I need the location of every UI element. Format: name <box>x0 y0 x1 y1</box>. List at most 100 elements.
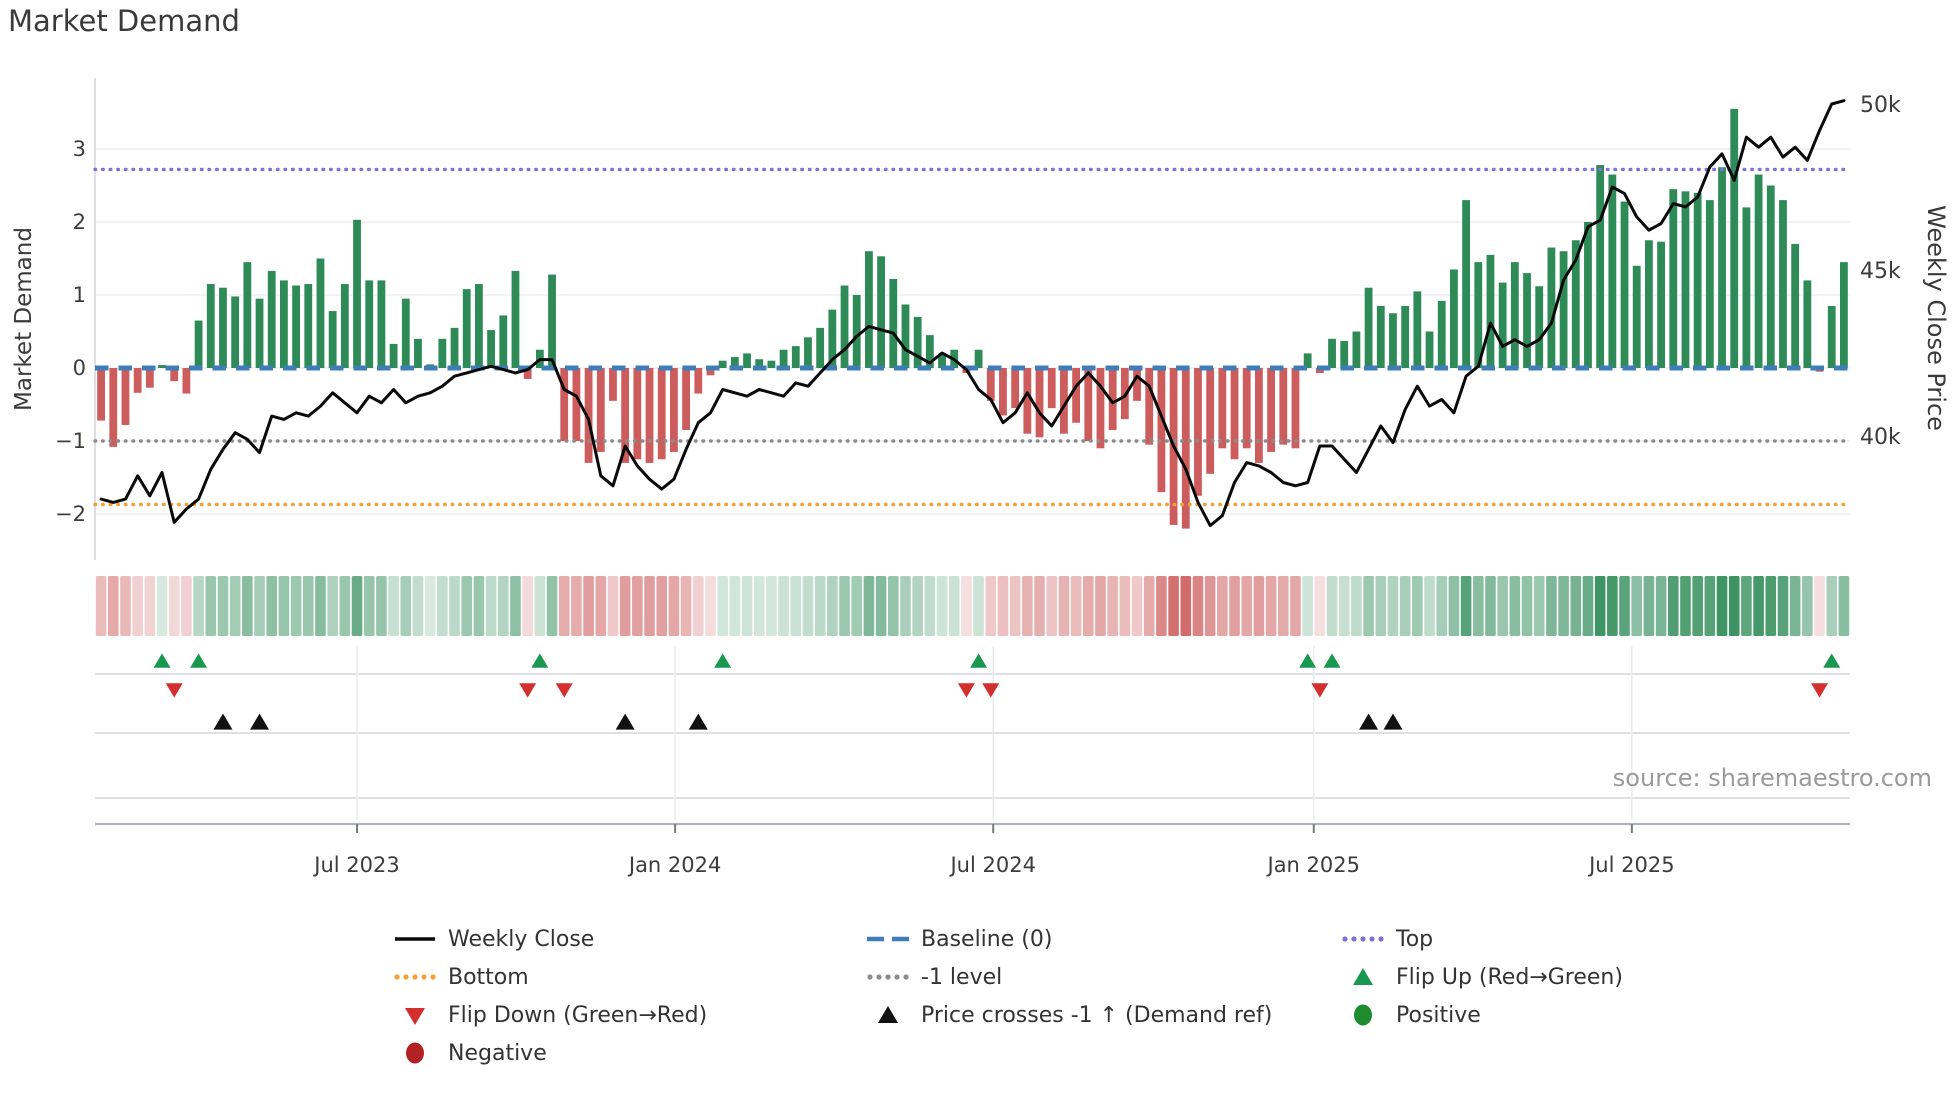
demand-bar <box>791 346 800 368</box>
legend-label: Price crosses -1 ↑ (Demand ref) <box>921 1002 1273 1028</box>
demand-bar <box>499 315 508 368</box>
demand-bar <box>1072 368 1080 423</box>
demand-bar <box>840 285 849 368</box>
demand-bar <box>804 337 812 368</box>
demand-bar <box>999 368 1007 416</box>
heatmap-cell <box>1728 576 1740 636</box>
demand-bar <box>779 349 788 368</box>
heatmap-cell <box>534 576 546 636</box>
x-axis-tick-label: Jul 2025 <box>1587 853 1674 877</box>
demand-bar <box>1669 189 1678 368</box>
demand-bar <box>621 368 630 463</box>
heatmap-cell <box>912 576 923 636</box>
demand-bar <box>828 309 837 368</box>
heatmap-cell <box>461 576 473 636</box>
heatmap-cell <box>1265 576 1277 636</box>
heatmap-cell <box>1168 576 1179 636</box>
demand-bar <box>1401 305 1410 368</box>
left-axis-tick-label: 0 <box>73 356 86 380</box>
legend-column: Top Flip Up (Red→Green) Positive <box>1340 920 1623 1034</box>
flip-up-marker <box>1823 653 1841 668</box>
heatmap-cell <box>741 576 753 636</box>
heatmap-cell <box>1046 576 1058 636</box>
heatmap-cell <box>790 576 802 636</box>
heatmap-cell <box>339 576 351 636</box>
heatmap-cell <box>729 576 741 636</box>
heatmap-cell <box>1472 576 1484 636</box>
demand-bar <box>523 368 532 379</box>
demand-bar <box>584 368 593 463</box>
demand-bar <box>694 368 703 394</box>
heatmap-cell <box>1351 576 1362 636</box>
heatmap-cell <box>1022 576 1033 636</box>
demand-bar <box>657 368 666 460</box>
heatmap-cell <box>1229 576 1240 636</box>
heatmap-cell <box>205 576 217 636</box>
heatmap-cell <box>1290 576 1301 636</box>
heatmap-cell <box>485 576 497 636</box>
legend-swatch-circle-icon <box>1354 1004 1372 1026</box>
demand-bar <box>1523 273 1531 368</box>
heatmap-cell <box>1387 576 1399 636</box>
demand-bar <box>353 219 361 368</box>
heatmap-cell <box>1753 576 1764 636</box>
demand-bar <box>1047 368 1056 409</box>
demand-bar <box>596 368 605 452</box>
heatmap-cell <box>802 576 814 636</box>
demand-bar <box>1766 185 1775 368</box>
demand-bar <box>743 353 751 368</box>
legend-item: Baseline (0) <box>865 920 1272 958</box>
heatmap-cell <box>1667 576 1679 636</box>
price-cross-marker <box>615 713 635 730</box>
heatmap-cell <box>327 576 338 636</box>
heatmap-cell <box>193 576 204 636</box>
demand-bar <box>633 368 642 460</box>
heatmap-cell <box>1692 576 1703 636</box>
heatmap-cell <box>546 576 558 636</box>
right-axis-tick-label: 50k <box>1860 93 1901 118</box>
heatmap-cell <box>1643 576 1655 636</box>
heatmap-cell <box>1838 576 1850 636</box>
demand-bar <box>414 338 422 368</box>
heatmap-cell <box>132 576 143 636</box>
heatmap-cell <box>985 576 997 636</box>
demand-bar <box>1096 368 1105 449</box>
heatmap-cell <box>1314 576 1326 636</box>
demand-bar <box>865 251 873 368</box>
heatmap-cell <box>1241 576 1253 636</box>
demand-bar <box>718 360 727 368</box>
heatmap-cell <box>412 576 424 636</box>
demand-bar <box>986 368 995 401</box>
demand-bar <box>1413 291 1422 368</box>
left-axis-tick-label: 3 <box>73 137 86 161</box>
flip-up-marker <box>714 653 732 668</box>
legend-column: Baseline (0) -1 level Price crosses -1 ↑ (… <box>865 920 1272 1034</box>
heatmap-cell <box>424 576 436 636</box>
heatmap-cell <box>680 576 692 636</box>
heatmap-cell <box>1436 576 1448 636</box>
demand-bar <box>1645 240 1653 368</box>
heatmap-cell <box>156 576 168 636</box>
demand-bar <box>133 368 142 393</box>
demand-bar <box>938 353 946 368</box>
legend-swatch-dotted-icon <box>867 974 909 980</box>
heatmap-cell <box>1156 576 1167 636</box>
heatmap-cell <box>388 576 399 636</box>
demand-bar <box>377 280 386 368</box>
demand-bar <box>1328 338 1336 368</box>
heatmap-cell <box>924 576 936 636</box>
demand-bar <box>1462 200 1470 368</box>
demand-bar <box>1450 269 1458 368</box>
demand-bar <box>755 359 764 368</box>
legend-label: Top <box>1396 926 1434 952</box>
demand-bar <box>816 327 825 368</box>
demand-bar <box>572 368 581 441</box>
heatmap-cell <box>1546 576 1557 636</box>
demand-bar <box>1157 368 1166 493</box>
heatmap-cell <box>753 576 765 636</box>
heatmap-cell <box>1204 576 1216 636</box>
heatmap-cell <box>1558 576 1569 636</box>
demand-bar <box>1474 262 1483 368</box>
heatmap-cell <box>1363 576 1374 636</box>
